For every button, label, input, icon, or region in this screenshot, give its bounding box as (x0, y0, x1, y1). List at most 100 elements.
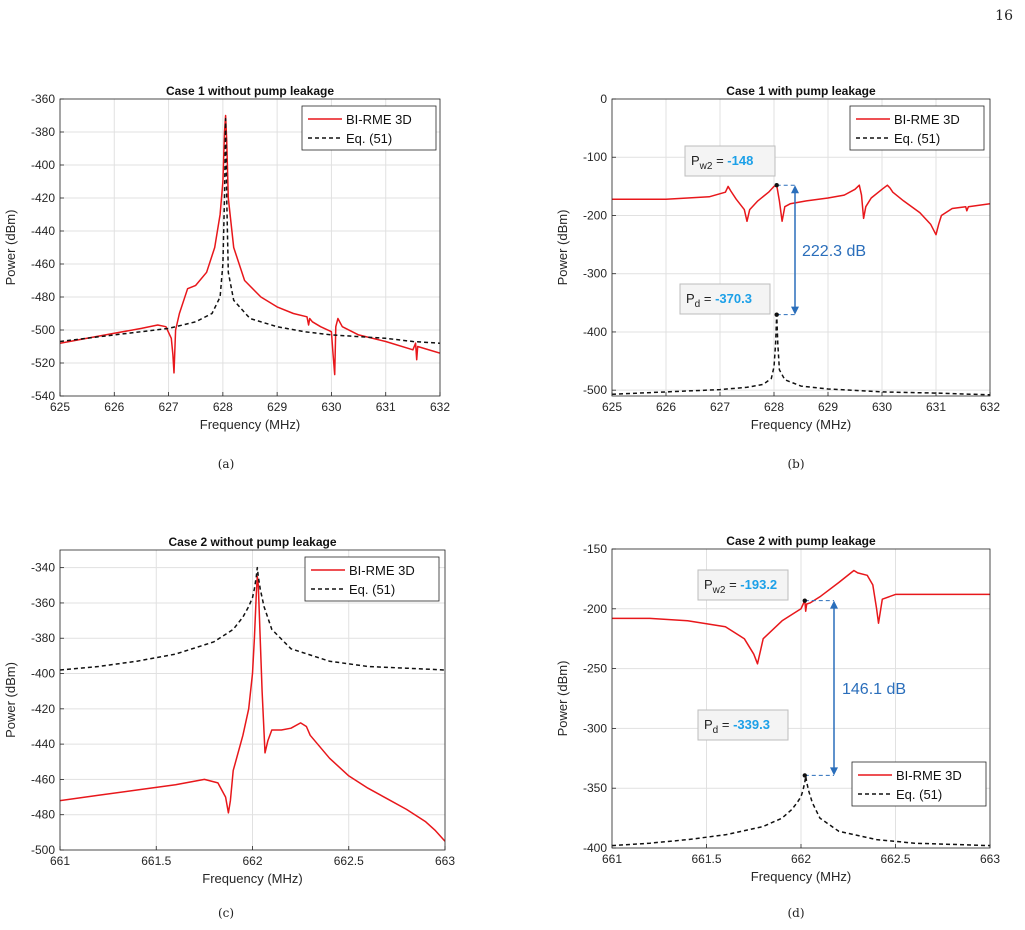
chart-d-ytick-label-1: -350 (583, 781, 607, 795)
chart-d-datatip-symbol-0: P (704, 577, 713, 592)
chart-a-ytick-label-1: -520 (31, 356, 55, 370)
chart-c-series-eq51-line (60, 566, 445, 671)
chart-d-ytick-label-0: -400 (583, 841, 607, 855)
chart-a-ytick-label-9: -360 (31, 92, 55, 106)
chart-b-datatip-box-1 (679, 283, 771, 315)
chart-a-series-eq51-line (60, 118, 440, 344)
chart-a-xtick-label-6: 631 (376, 400, 396, 414)
chart-d-series-bi-rme-3d-line (612, 569, 990, 665)
chart-d-datatip-equals-0: = (725, 577, 740, 592)
chart-d-datatip-point-1 (802, 773, 807, 778)
chart-d-legend: BI-RME 3D Eq. (51) (851, 761, 987, 807)
chart-a-ytick-label-0: -540 (31, 389, 55, 403)
chart-c-legend: BI-RME 3D Eq. (51) (304, 556, 440, 602)
chart-b-datatip-subscript-0: w2 (699, 161, 713, 172)
chart-b-legend-entry-1: Eq. (51) (894, 131, 940, 146)
chart-b-datatip-text-0: Pw2 = -148 (691, 153, 753, 172)
chart-d-datatip-equals-1: = (718, 717, 733, 732)
chart-c-legend-entry-1: Eq. (51) (349, 582, 395, 597)
chart-d-ytick-label-3: -250 (583, 662, 607, 676)
chart-c-ytick-label-1: -480 (31, 808, 55, 822)
chart-a-ytick-label-5: -440 (31, 224, 55, 238)
chart-c-xtick-label-1: 661.5 (141, 854, 171, 868)
chart-d-datatip-subscript-1: d (713, 725, 719, 736)
chart-a-ytick-label-4: -460 (31, 257, 55, 271)
chart-c-series (60, 566, 445, 842)
chart-d-xtick-label-0: 661 (602, 852, 622, 866)
chart-b-legend: BI-RME 3D Eq. (51) (849, 105, 985, 151)
chart-b-ylabel: Power (dBm) (555, 210, 570, 286)
chart-d-ylabel: Power (dBm) (555, 661, 570, 737)
chart-c-xtick-label-2: 662 (242, 854, 262, 868)
chart-c-ytick-label-7: -360 (31, 596, 55, 610)
chart-d-datatip-value-0: -193.2 (740, 577, 777, 592)
chart-d-datatip-point-0 (802, 598, 807, 603)
chart-a-title: Case 1 without pump leakage (166, 84, 334, 98)
chart-d-series-eq51-line (612, 775, 990, 847)
chart-a-legend-box (301, 105, 437, 151)
chart-b-datatip-point-1 (774, 312, 779, 317)
chart-d-datatip-text-0: Pw2 = -193.2 (704, 577, 777, 596)
chart-b-xlabel: Frequency (MHz) (751, 417, 851, 432)
chart-a-xlabel: Frequency (MHz) (200, 417, 300, 432)
chart-c-svg: 661 661.5 662 662.5 663 -500 -480 -460 -440 -420 -… (3, 535, 455, 886)
chart-c-ytick-label-6: -380 (31, 631, 55, 645)
caption-a: (a) (217, 457, 235, 471)
chart-b-xtick-label-5: 630 (872, 400, 892, 414)
chart-d-dimension-arrow-head-top (830, 600, 838, 609)
chart-d-legend-entry-0: BI-RME 3D (896, 768, 962, 783)
chart-c-legend-entry-0: BI-RME 3D (349, 563, 415, 578)
chart-c-ytick-label-3: -440 (31, 737, 55, 751)
chart-d-ytick-label-5: -150 (583, 542, 607, 556)
chart-b-datatip-symbol-0: P (691, 153, 700, 168)
chart-b-axes-box (611, 98, 991, 397)
chart-b: 625 626 627 628 629 630 631 632 -500 -400 -300 -200… (550, 84, 1020, 446)
chart-d-xtick-label-4: 663 (980, 852, 1000, 866)
chart-a-legend: BI-RME 3D Eq. (51) (301, 105, 437, 151)
chart-a-axes-box (59, 98, 441, 397)
chart-d-legend-entry-1: Eq. (51) (896, 787, 942, 802)
chart-c-xtick-label-4: 663 (435, 854, 455, 868)
chart-b-ytick-label-2: -300 (583, 267, 607, 281)
chart-b-datatip-subscript-1: d (695, 299, 701, 310)
chart-b-xtick-label-4: 629 (818, 400, 838, 414)
chart-c-ytick-label-0: -500 (31, 843, 55, 857)
chart-a-xtick-label-1: 626 (104, 400, 124, 414)
page-number: 16 (995, 8, 1013, 24)
chart-d-legend-box (851, 761, 987, 807)
chart-b-series-bi-rme-3d-line (612, 184, 990, 236)
chart-d-xtick-label-1: 661.5 (691, 852, 721, 866)
chart-b-ytick-label-0: -500 (583, 383, 607, 397)
chart-b-xtick-label-7: 632 (980, 400, 1000, 414)
chart-b-legend-entry-0: BI-RME 3D (894, 112, 960, 127)
chart-b-datatip-equals-0: = (712, 153, 727, 168)
caption-d: (d) (787, 906, 805, 920)
chart-b-legend-box (849, 105, 985, 151)
chart-a-ytick-label-7: -400 (31, 158, 55, 172)
chart-c-legend-box (304, 556, 440, 602)
chart-b-datatip-box-0 (684, 145, 776, 177)
chart-b-ytick-label-3: -200 (583, 208, 607, 222)
chart-d-ytick-label-4: -200 (583, 602, 607, 616)
chart-b-title: Case 1 with pump leakage (726, 84, 876, 98)
chart-c-xlabel: Frequency (MHz) (202, 871, 302, 886)
chart-c-ytick-label-5: -400 (31, 667, 55, 681)
chart-d-ytick-label-2: -300 (583, 721, 607, 735)
chart-b-xtick-label-6: 631 (926, 400, 946, 414)
chart-c-ylabel: Power (dBm) (3, 662, 18, 738)
chart-d-xtick-label-2: 662 (791, 852, 811, 866)
chart-d-title: Case 2 with pump leakage (726, 534, 876, 548)
chart-a-xtick-label-4: 629 (267, 400, 287, 414)
chart-d-xlabel: Frequency (MHz) (751, 869, 851, 884)
chart-b-datatip-value-0: -148 (727, 153, 753, 168)
chart-a-series (60, 114, 440, 376)
chart-d-datatip-box-1 (697, 709, 789, 741)
chart-a-series-bi-rme-3d-line (60, 114, 440, 376)
chart-c-title: Case 2 without pump leakage (168, 535, 336, 549)
chart-a-ylabel: Power (dBm) (3, 210, 18, 286)
chart-a-xtick-label-3: 628 (213, 400, 233, 414)
chart-a-legend-entry-0: BI-RME 3D (346, 112, 412, 127)
chart-a-xtick-label-7: 632 (430, 400, 450, 414)
chart-b-ytick-label-4: -100 (583, 150, 607, 164)
